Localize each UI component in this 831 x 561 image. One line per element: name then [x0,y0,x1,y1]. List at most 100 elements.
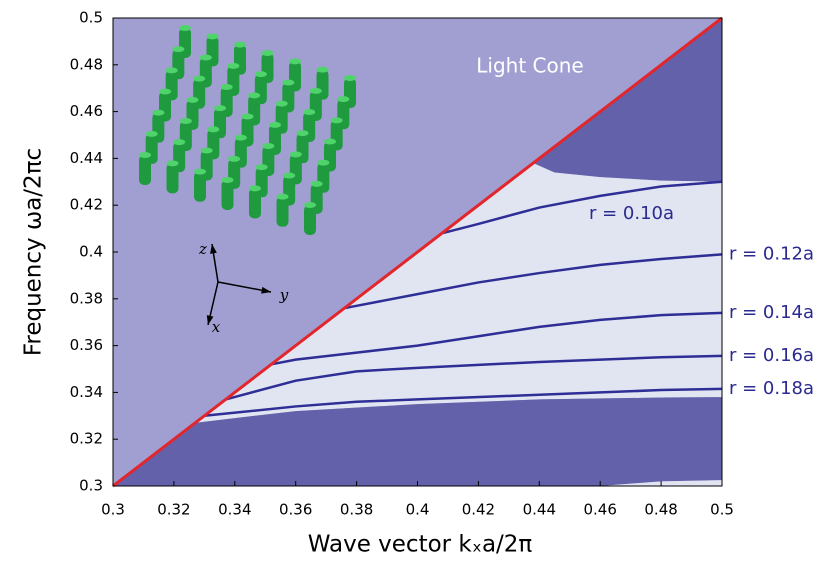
rod-top [234,134,247,141]
rod [139,152,151,185]
x-tick-label: 0.5 [710,501,734,519]
series-label: r = 0.10a [589,203,674,224]
x-tick-label: 0.32 [157,501,190,519]
rod-top [186,96,199,103]
rod [249,185,261,219]
rod-top [145,130,158,137]
rod-top [330,117,343,124]
rod [194,168,206,202]
rod-top [220,84,233,90]
rod [276,193,289,227]
x-tick-label: 0.4 [406,501,430,519]
rod-top [179,25,191,31]
x-tick-label: 0.44 [523,501,556,519]
rod-top [139,152,151,158]
rod-top [269,121,281,128]
x-axis-label: Wave vector kₓa/2π [308,532,533,558]
rod-top [282,79,295,86]
rod-top [227,62,240,69]
rod-top [206,33,219,40]
rod-top [172,46,185,53]
series-label: r = 0.14a [729,302,814,323]
rod-top [254,71,267,78]
y-tick-label: 0.5 [79,9,103,27]
rod-top [275,100,288,107]
inset-axis-label: z [198,240,207,258]
y-axis-label: Frequency ωa/2πc [21,148,47,356]
x-tick-label: 0.46 [583,501,616,519]
y-tick-label: 0.3 [79,477,103,495]
series-label: r = 0.12a [729,243,814,264]
dispersion-line [441,180,723,235]
rod-top [166,160,179,167]
rod-top [199,54,212,61]
y-tick-label: 0.34 [70,383,103,401]
rod-top [248,92,261,99]
x-tick-label: 0.48 [644,501,677,519]
band-region [533,18,722,182]
rod-top [262,143,275,149]
rod-body [304,205,316,235]
band-region [113,397,722,486]
x-tick-label: 0.36 [279,501,312,519]
inset-illustration: z y x [139,25,356,336]
dispersion-line [344,253,723,310]
inset-axis-label: x [212,318,221,336]
x-tick-label: 0.42 [462,501,495,519]
light-line [112,16,723,488]
rod-body [276,196,289,227]
rod-top [152,109,165,116]
rod-top [289,58,301,65]
rod-body [221,180,234,210]
x-tick-label: 0.38 [340,501,373,519]
rod-body [139,155,151,185]
rod-top [310,180,323,187]
rod-body [249,188,261,219]
rod-top [337,96,350,103]
rod-top [261,50,274,56]
y-tick-label: 0.4 [79,243,103,261]
band-region [195,163,723,423]
arrow-head [210,244,217,254]
rod-top [159,88,171,95]
rod-top [276,193,289,200]
rod-top [324,138,336,145]
rod-top [193,75,206,82]
y-tick-label: 0.32 [70,430,103,448]
y-tick-label: 0.38 [70,289,103,307]
rod-top [316,66,329,73]
y-tick-label: 0.42 [70,196,103,214]
rod-top [303,109,316,115]
inset-axis-label: y [279,286,289,304]
rod-top [296,130,309,137]
arrow-head [206,315,214,325]
rod-top [234,41,246,48]
x-tick-label: 0.34 [218,501,251,519]
rod-top [255,164,268,171]
arrow-head [261,286,271,294]
rod-top [173,139,186,146]
rod-top [221,177,234,183]
light-cone-label: Light Cone [476,54,583,78]
rod-body [166,163,179,194]
rod-top [304,202,316,208]
rod-top [289,151,302,158]
rod-top [317,159,330,166]
rod-top [207,126,220,133]
rod-top [249,185,261,192]
rod-top [228,155,241,162]
rod-top [214,105,226,112]
rod-top [194,168,206,175]
y-tick-label: 0.48 [70,55,103,73]
y-tick-label: 0.46 [70,102,103,120]
rod-top [344,75,356,81]
rod [166,160,179,194]
rod-top [309,87,322,94]
rod [221,177,234,210]
plot-area [112,16,723,488]
rod-top [241,113,254,120]
rod-top [165,67,178,74]
dispersion-line [204,387,723,418]
dispersion-line [271,311,723,366]
